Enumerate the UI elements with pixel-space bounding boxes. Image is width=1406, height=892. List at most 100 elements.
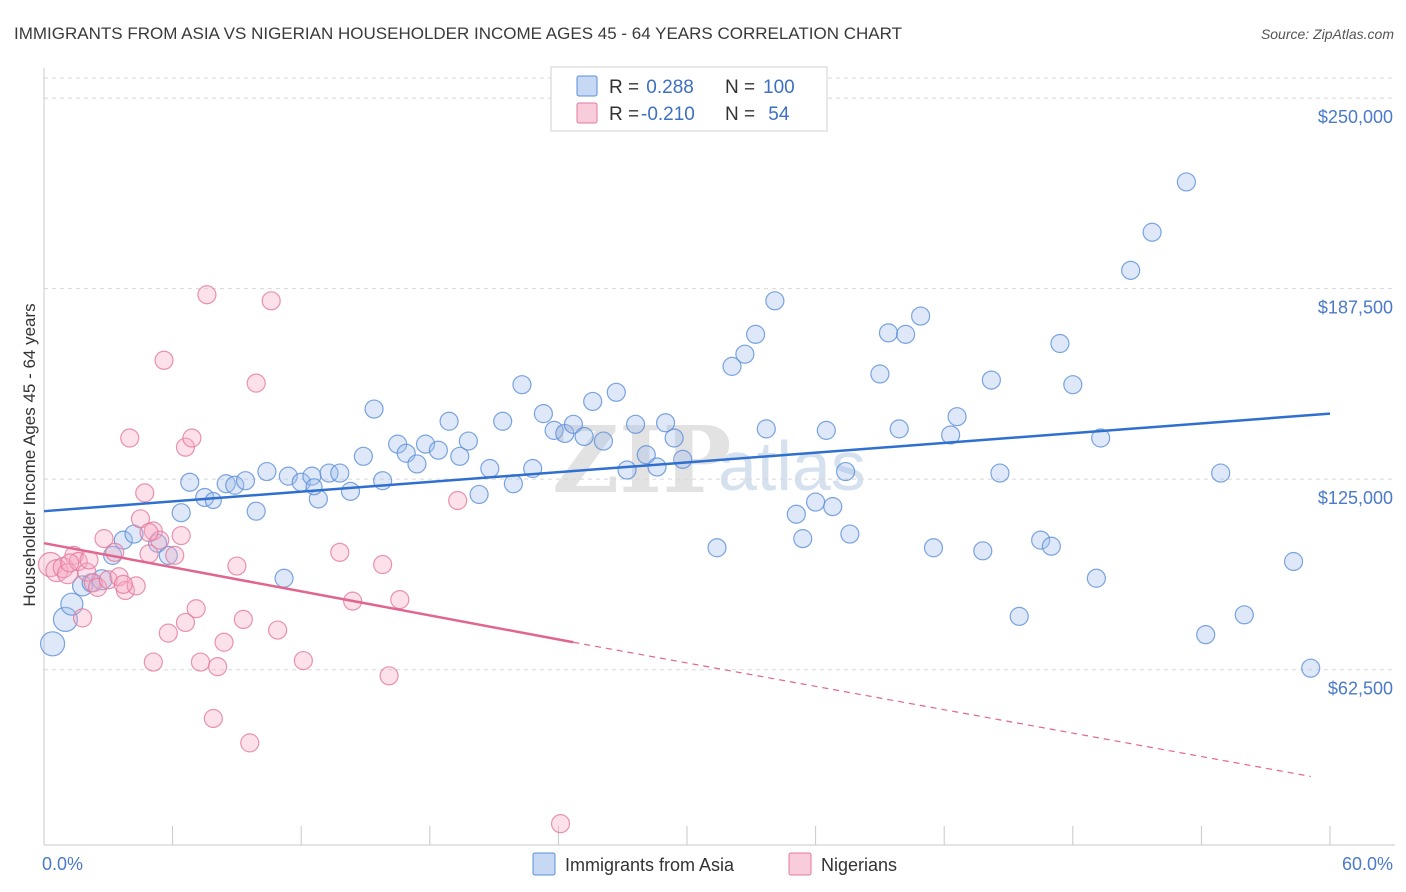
point-nigerian-50 (113, 574, 133, 594)
point-asia-68 (805, 492, 826, 512)
point-asia-57 (655, 413, 676, 433)
point-asia-62 (735, 344, 755, 364)
point-nigerian-48 (143, 652, 163, 672)
point-nigerian-38 (261, 291, 281, 311)
watermark-atlas: atlas (718, 427, 866, 505)
trend-line-asia (43, 412, 1331, 513)
legend-swatch-asia (576, 75, 598, 97)
point-nigerian-23 (158, 623, 178, 643)
point-nigerian-33 (214, 632, 234, 652)
point-nigerian-10 (94, 529, 114, 549)
point-nigerian-46 (550, 814, 571, 834)
point-nigerian-40 (293, 650, 313, 671)
point-asia-59 (673, 449, 693, 469)
point-asia-76 (896, 324, 916, 344)
point-asia-97 (1283, 551, 1304, 572)
point-asia-78 (923, 538, 944, 558)
x-tick-labels: 0.0% 60.0% (42, 854, 1393, 874)
point-asia-67 (793, 529, 813, 549)
point-asia-80 (947, 407, 967, 427)
point-asia-94 (1196, 625, 1216, 645)
point-asia-29 (364, 399, 384, 419)
point-asia-72 (840, 524, 860, 544)
point-asia-51 (593, 431, 614, 451)
point-asia-83 (990, 463, 1010, 483)
legend-n-label-nigerian: N = (725, 104, 755, 125)
y-tick-labels: $250,000 $187,500 $125,000 $62,500 (1318, 107, 1393, 699)
point-asia-42 (503, 474, 523, 494)
point-asia-54 (625, 414, 646, 434)
point-nigerian-49 (175, 612, 196, 633)
point-nigerian-35 (233, 609, 253, 630)
point-asia-74 (878, 323, 899, 343)
zipatlas-watermark: ZIP atlas (552, 406, 866, 514)
point-nigerian-45 (448, 490, 468, 511)
point-asia-49 (574, 426, 594, 447)
point-asia-92 (1142, 222, 1162, 242)
point-asia-60 (707, 538, 727, 558)
point-asia-79 (941, 425, 961, 445)
point-nigerian-52 (139, 522, 159, 543)
trend-line-nigerian (43, 541, 574, 644)
legend-r-label-nigerian: R = (609, 104, 639, 125)
point-nigerian-24 (165, 545, 185, 565)
point-nigerian-25 (171, 525, 191, 546)
correlation-legend: R = 0.288 N = 100 R = -0.210 N = 54 (550, 66, 828, 132)
point-asia-77 (911, 306, 931, 326)
y-tick-label-3: $62,500 (1328, 679, 1393, 699)
point-asia-89 (1086, 568, 1106, 588)
point-asia-91 (1121, 260, 1141, 280)
point-asia-28 (353, 446, 373, 466)
point-asia-26 (330, 463, 350, 483)
point-asia-95 (1211, 463, 1231, 483)
trend-lines (43, 412, 1331, 777)
point-asia-11 (171, 503, 191, 523)
point-nigerian-32 (208, 657, 228, 677)
point-nigerian-36 (240, 733, 260, 753)
point-asia-70 (823, 497, 843, 517)
point-nigerian-9 (87, 577, 108, 597)
point-asia-20 (274, 568, 294, 588)
point-asia-38 (458, 431, 478, 451)
point-asia-55 (636, 445, 656, 465)
bottom-legend-label-nigerian: Nigerians (821, 855, 897, 875)
point-nigerian-15 (120, 428, 140, 448)
point-nigerian-30 (197, 285, 217, 305)
bottom-legend-swatch-nigerian (788, 852, 812, 876)
point-nigerian-53 (60, 553, 80, 573)
point-asia-10 (158, 545, 178, 565)
point-asia-16 (225, 475, 245, 495)
point-asia-45 (533, 404, 553, 424)
bottom-legend-swatch-asia (532, 852, 556, 876)
point-asia-50 (583, 391, 603, 412)
point-asia-90 (1091, 428, 1111, 448)
point-nigerian-29 (190, 652, 211, 672)
x-tick-label-left: 0.0% (42, 854, 83, 874)
point-nigerian-21 (150, 530, 170, 550)
legend-n-label-asia: N = (725, 77, 755, 98)
point-asia-18 (246, 501, 266, 521)
point-asia-98 (1301, 658, 1321, 678)
legend-r-value-nigerian: -0.210 (641, 104, 695, 125)
legend-r-value-asia: 0.288 (641, 77, 694, 98)
series-asia-points (39, 172, 1321, 678)
point-nigerian-7 (77, 562, 97, 582)
point-asia-36 (439, 411, 459, 431)
point-asia-1 (52, 606, 79, 633)
point-asia-71 (836, 461, 856, 482)
point-asia-85 (1031, 530, 1051, 550)
point-asia-84 (1009, 606, 1029, 626)
point-nigerian-47 (379, 666, 399, 686)
point-asia-99 (305, 478, 323, 496)
point-asia-46 (544, 420, 564, 440)
point-asia-56 (647, 457, 667, 477)
point-asia-37 (450, 446, 470, 466)
point-asia-0 (39, 631, 66, 657)
point-asia-73 (870, 364, 890, 384)
point-nigerian-34 (227, 556, 247, 576)
point-nigerian-41 (330, 542, 350, 562)
point-nigerian-44 (390, 589, 410, 610)
point-asia-48 (563, 414, 584, 434)
point-nigerian-28 (186, 599, 206, 619)
point-asia-63 (745, 324, 766, 344)
